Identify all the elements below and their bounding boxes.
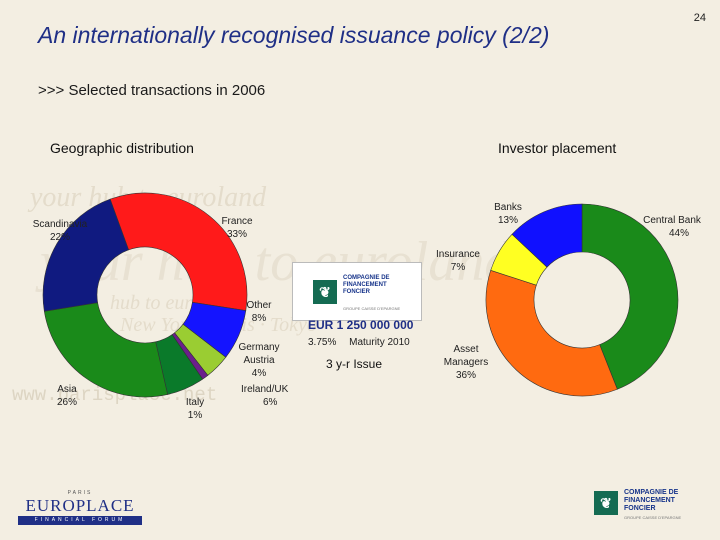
label-managers-name: Managers [443,357,489,368]
issuer-logo-card: ❦ COMPAGNIE DE FINANCEMENT FONCIER GROUP… [292,262,422,321]
label-asset-name: Asset [453,344,479,355]
cff-footer-logo: ❦ COMPAGNIE DE FINANCEMENT FONCIER GROUP… [594,488,704,524]
issuer-logo-line-3: FONCIER [343,289,370,295]
label-banks-name: Banks [494,202,522,213]
label-other: Other 8% [242,299,276,325]
label-insurance-value: 7% [450,262,466,273]
cff-logo-line-1: COMPAGNIE DE [624,489,679,496]
issuer-logo-sub: GROUPE CAISSE D'EPARGNE [343,306,401,311]
page-number: 24 [693,12,706,24]
label-central-bank: Central Bank 44% [636,214,708,240]
deal-maturity: Maturity 2010 [349,337,410,348]
cff-logo-text: COMPAGNIE DE FINANCEMENT FONCIER [624,489,678,513]
cff-logo-line-2: FINANCEMENT [624,497,675,504]
slice-asset-managers [485,269,618,397]
label-insurance-name: Insurance [436,249,480,260]
cff-logo-sub: GROUPE CAISSE D'EPARGNE [624,515,682,520]
deal-amount: EUR 1 250 000 000 [308,318,414,332]
deal-tenor: 3 y-r Issue [326,357,383,371]
label-italy-value: 1% [187,410,203,421]
label-scandinavia-name: Scandinavia [32,219,88,230]
deal-coupon: 3.75% [308,337,337,348]
cff-leaf-icon: ❦ [594,491,618,515]
label-austria-name: Austria [243,355,275,366]
label-france-name: France [221,216,253,227]
label-banks-value: 13% [497,215,518,226]
label-banks: Banks 13% [488,201,528,227]
slice-banks [511,203,583,268]
label-scandinavia: Scandinavia 22% [30,218,90,244]
issuer-logo-text: COMPAGNIE DE FINANCEMENT FONCIER [343,275,390,296]
slice-asia [43,302,168,398]
label-insurance: Insurance 7% [428,248,488,274]
label-ireland-uk: Ireland/UK 6% [241,383,297,409]
slice-scandinavia [42,198,129,312]
label-central-bank-name: Central Bank [643,215,701,226]
label-germany-austria-value: 4% [251,368,267,379]
investor-chart-title: Investor placement [498,140,617,156]
label-france: France 33% [216,215,258,241]
geographic-chart-title: Geographic distribution [50,140,194,156]
europlace-top-text: PARIS [67,490,93,496]
page-title: An internationally recognised issuance p… [38,22,550,48]
issuer-leaf-icon: ❦ [313,280,337,304]
label-other-name: Other [246,300,272,311]
europlace-brand: EUROPLACE [25,496,135,515]
label-ireland-uk-name: Ireland/UK [241,384,289,395]
geographic-donut-chart [42,192,248,398]
label-italy: Italy 1% [178,396,212,422]
investor-donut-chart [485,203,679,397]
cff-logo-line-3: FONCIER [624,505,656,512]
issuer-logo-line-2: FINANCEMENT [343,282,387,288]
slice-central-bank [581,203,679,390]
label-ireland-uk-value: 6% [263,397,278,408]
label-italy-name: Italy [185,397,205,408]
section-subtitle: >>> Selected transactions in 2006 [38,82,266,99]
label-france-value: 33% [226,229,247,240]
label-scandinavia-value: 22% [49,232,70,243]
label-asset-managers-value: 36% [455,370,476,381]
issuer-logo-line-1: COMPAGNIE DE [343,275,390,281]
label-germany-austria: Germany Austria 4% [236,341,282,380]
deal-terms: 3.75% Maturity 2010 [308,337,410,348]
label-other-value: 8% [251,313,267,324]
label-asia: Asia 26% [50,383,84,409]
label-asia-value: 26% [56,397,77,408]
europlace-bar-text: FINANCIAL FORUM [18,516,142,525]
paris-europlace-logo: PARIS EUROPLACE FINANCIAL FORUM [18,490,142,526]
label-central-bank-value: 44% [668,228,689,239]
label-germany-name: Germany [238,342,280,353]
slice-france [109,192,248,311]
label-asset-managers: Asset Managers 36% [436,343,496,382]
label-asia-name: Asia [57,384,77,395]
